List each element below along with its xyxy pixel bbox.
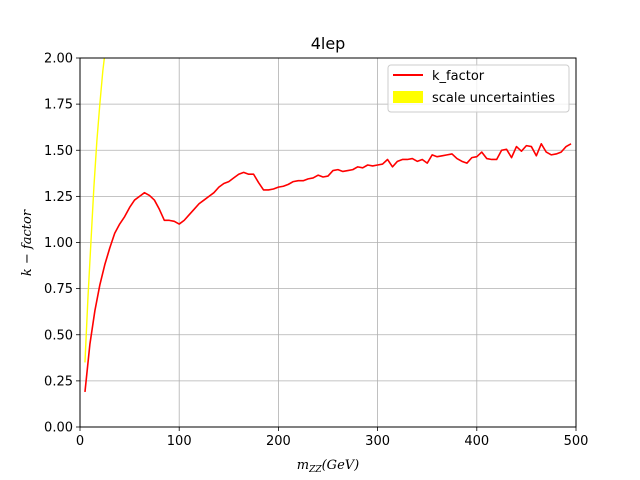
x-axis-label: mZZ(GeV) <box>297 458 359 475</box>
kfactor-series-line <box>84 142 572 393</box>
plot-series <box>84 58 572 393</box>
legend-box <box>387 64 570 113</box>
x-tick-label: 400 <box>464 434 489 449</box>
y-axis-label: k − factor <box>20 209 35 276</box>
y-tick-label: 1.75 <box>44 98 73 113</box>
x-tick-label: 100 <box>167 434 192 449</box>
y-tick-label: 1.50 <box>44 144 73 159</box>
legend: k_factor scale uncertainties <box>387 64 570 113</box>
y-tick-label: 1.25 <box>44 190 73 205</box>
legend-uncertainty-label: scale uncertainties <box>432 91 555 106</box>
x-tick-label: 0 <box>76 434 84 449</box>
x-tick-label: 300 <box>365 434 390 449</box>
y-tick-label: 0.50 <box>44 328 73 343</box>
y-tick-label: 1.00 <box>44 236 73 251</box>
x-tick-label: 500 <box>564 434 589 449</box>
x-axis-label-sub: ZZ <box>308 465 322 475</box>
x-axis-label-main: m <box>297 458 309 473</box>
y-tick-label: 0.25 <box>44 374 73 389</box>
y-tick-label: 0.75 <box>44 282 73 297</box>
x-axis-label-unit: (GeV) <box>322 458 360 473</box>
x-tick-label: 200 <box>266 434 291 449</box>
ticks: 0 100 200 300 400 500 0.00 0.25 0.50 0.75 1.00 1.25… <box>44 52 588 450</box>
legend-uncertainty-swatch <box>393 91 423 103</box>
scale-uncertainty-series-line <box>84 58 106 363</box>
y-tick-label: 2.00 <box>44 52 73 67</box>
y-tick-label: 0.00 <box>44 421 73 436</box>
legend-kfactor-label: k_factor <box>432 69 485 84</box>
chart-title: 4lep <box>311 34 346 53</box>
